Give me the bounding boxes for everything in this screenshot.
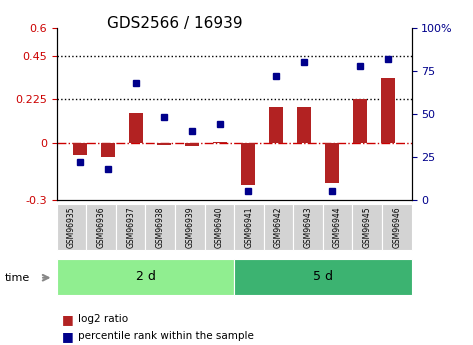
Text: log2 ratio: log2 ratio (78, 314, 128, 324)
Bar (101, 142, 115, 157)
Text: GSM96945: GSM96945 (363, 206, 372, 248)
Text: GSM96943: GSM96943 (304, 206, 313, 248)
Bar (297, 107, 311, 142)
Bar (381, 78, 395, 142)
Text: GDS2566 / 16939: GDS2566 / 16939 (107, 16, 243, 30)
Bar (157, 142, 171, 145)
Text: GSM96939: GSM96939 (185, 206, 194, 248)
Text: GSM96935: GSM96935 (67, 206, 76, 248)
Text: 5 d: 5 d (313, 270, 333, 283)
Bar (241, 142, 255, 185)
Text: percentile rank within the sample: percentile rank within the sample (78, 332, 254, 341)
Text: GSM96940: GSM96940 (215, 206, 224, 248)
Text: ■: ■ (61, 330, 73, 343)
Text: GSM96944: GSM96944 (333, 206, 342, 248)
Text: GSM96946: GSM96946 (392, 206, 401, 248)
Text: GSM96942: GSM96942 (274, 206, 283, 248)
Bar (325, 142, 339, 183)
Bar (185, 142, 199, 146)
Text: ■: ■ (61, 313, 73, 326)
Text: time: time (5, 273, 30, 283)
Text: GSM96938: GSM96938 (156, 206, 165, 248)
Text: GSM96941: GSM96941 (245, 206, 254, 248)
Bar (269, 107, 283, 142)
Text: GSM96937: GSM96937 (126, 206, 135, 248)
Text: 2 d: 2 d (135, 270, 156, 283)
Bar (129, 113, 143, 142)
Bar (353, 99, 368, 142)
Bar (73, 142, 87, 155)
Text: GSM96936: GSM96936 (96, 206, 105, 248)
